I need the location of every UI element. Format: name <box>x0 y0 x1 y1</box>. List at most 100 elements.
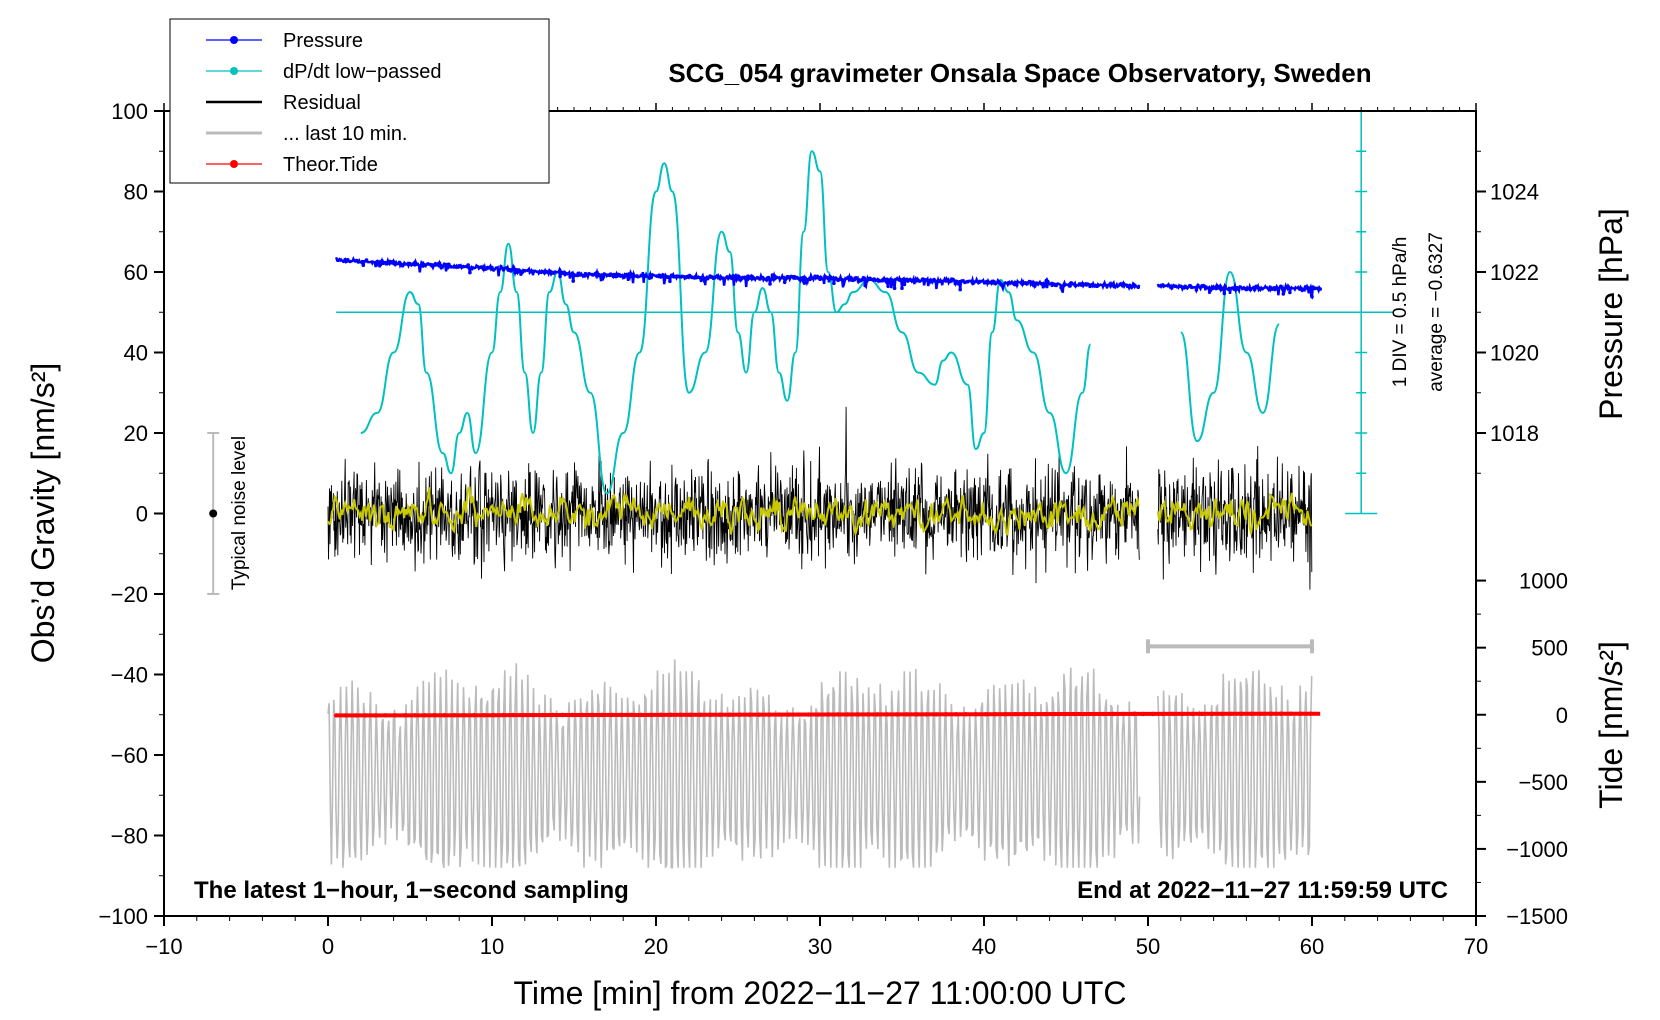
tide-point <box>1229 711 1234 716</box>
tide-point <box>353 713 359 718</box>
tide-point <box>402 713 408 718</box>
tide-point <box>993 712 998 717</box>
tide-point <box>747 712 752 717</box>
y-tick-label: 0 <box>136 502 148 527</box>
tide-point <box>1199 711 1205 717</box>
tide-point <box>668 712 673 717</box>
tide-point <box>698 712 703 717</box>
annotation-end-time: End at 2022−11−27 11:59:59 UTC <box>1077 877 1448 904</box>
tide-point <box>1091 711 1097 717</box>
tide-point <box>363 713 368 718</box>
tide-point <box>1259 711 1264 716</box>
residual-lowpass-trace <box>327 486 1140 537</box>
tide-point <box>521 712 526 718</box>
tide-point <box>343 713 349 718</box>
last-10-min-trace <box>1157 670 1313 868</box>
legend-label: ... last 10 min. <box>283 123 408 145</box>
tide-point <box>875 712 880 717</box>
noise-bar-center <box>209 509 218 518</box>
tide-point <box>796 712 801 717</box>
tide-point <box>442 713 447 718</box>
x-tick-label: −10 <box>145 934 182 959</box>
legend-label: Theor.Tide <box>283 154 378 176</box>
tide-point <box>1140 711 1146 717</box>
tide-point <box>1239 711 1244 716</box>
legend: Pressure dP/dt low−passed Residual ... last… <box>169 18 550 184</box>
legend-swatch-dot <box>230 67 238 75</box>
tide-point <box>609 712 614 718</box>
tide-tick-label: −1000 <box>1506 837 1568 862</box>
tide-point <box>461 713 467 718</box>
pressure-trace <box>335 256 1141 293</box>
tide-tick-label: −500 <box>1518 770 1568 795</box>
tide-point <box>1268 711 1274 716</box>
tide-point <box>550 712 555 718</box>
tide-point <box>471 713 477 718</box>
tide-point <box>1288 711 1293 716</box>
y-tick-label: −40 <box>111 663 148 688</box>
tide-point <box>334 713 339 718</box>
dpdt-trace <box>1179 270 1281 443</box>
tide-point <box>501 712 506 718</box>
tide-point <box>383 713 388 718</box>
legend-swatch-dot <box>230 36 238 44</box>
tide-point <box>540 712 545 718</box>
tide-point <box>1249 711 1254 716</box>
legend-swatch-dot <box>230 160 238 168</box>
tide-point <box>1062 711 1067 717</box>
y-tick-label: −20 <box>111 582 148 607</box>
tide-point <box>707 712 713 717</box>
y-tick-label: −80 <box>111 824 148 849</box>
tide-point <box>412 713 418 718</box>
tide-point <box>1052 711 1057 717</box>
tide-point <box>688 712 693 717</box>
tide-point <box>599 712 605 718</box>
tide-point <box>1003 712 1008 717</box>
tide-point <box>1131 711 1136 717</box>
tide-point <box>1209 711 1215 717</box>
tide-point <box>1160 711 1166 717</box>
legend-label: Pressure <box>283 30 363 52</box>
tide-point <box>1121 711 1126 717</box>
tide-point <box>481 713 486 718</box>
tide-tick-label: −1500 <box>1506 904 1568 929</box>
y-tick-label: 40 <box>124 341 148 366</box>
residual-lowpass-trace <box>1156 492 1313 535</box>
chart-title: SCG_054 gravimeter Onsala Space Observat… <box>668 58 1371 88</box>
y-axis-title-tide: Tide [nm/s²] <box>1593 641 1629 809</box>
tide-point <box>953 712 959 717</box>
x-tick-label: 30 <box>808 934 832 959</box>
tide-point <box>373 713 378 718</box>
tide-point <box>776 712 782 717</box>
last-10-min-trace <box>327 659 1141 869</box>
tide-point <box>580 712 585 718</box>
tide-point <box>1013 712 1018 717</box>
tide-point <box>491 712 496 718</box>
tide-point <box>629 712 634 718</box>
tide-point <box>589 712 595 718</box>
x-tick-label: 20 <box>644 934 668 959</box>
tide-point <box>570 712 575 718</box>
tide-point <box>983 712 988 717</box>
tide-tick-label: 500 <box>1531 636 1568 661</box>
x-tick-label: 60 <box>1300 934 1324 959</box>
y-tick-label: 20 <box>124 421 148 446</box>
tide-point <box>1081 711 1087 717</box>
tide-point <box>806 712 811 717</box>
tide-point <box>757 712 762 717</box>
x-axis-title: Time [min] from 2022−11−27 11:00:00 UTC <box>513 975 1126 1011</box>
tide-point <box>826 712 831 717</box>
tide-point <box>648 712 654 718</box>
noise-level-label: Typical noise level <box>229 436 250 590</box>
tide-point <box>530 712 536 718</box>
y-axis-title-pressure: Pressure [hPa] <box>1593 208 1629 420</box>
annotation-div-label: 1 DIV = 0.5 hPa/h <box>1390 237 1411 388</box>
legend-label: dP/dt low−passed <box>283 61 441 83</box>
tide-point <box>963 712 969 717</box>
tide-point <box>1170 711 1175 717</box>
dpdt-trace <box>360 150 1092 495</box>
tide-point <box>727 712 732 717</box>
tide-point <box>452 713 457 718</box>
y-tick-label: 80 <box>124 180 148 205</box>
pressure-tick-label: 1024 <box>1490 180 1539 205</box>
